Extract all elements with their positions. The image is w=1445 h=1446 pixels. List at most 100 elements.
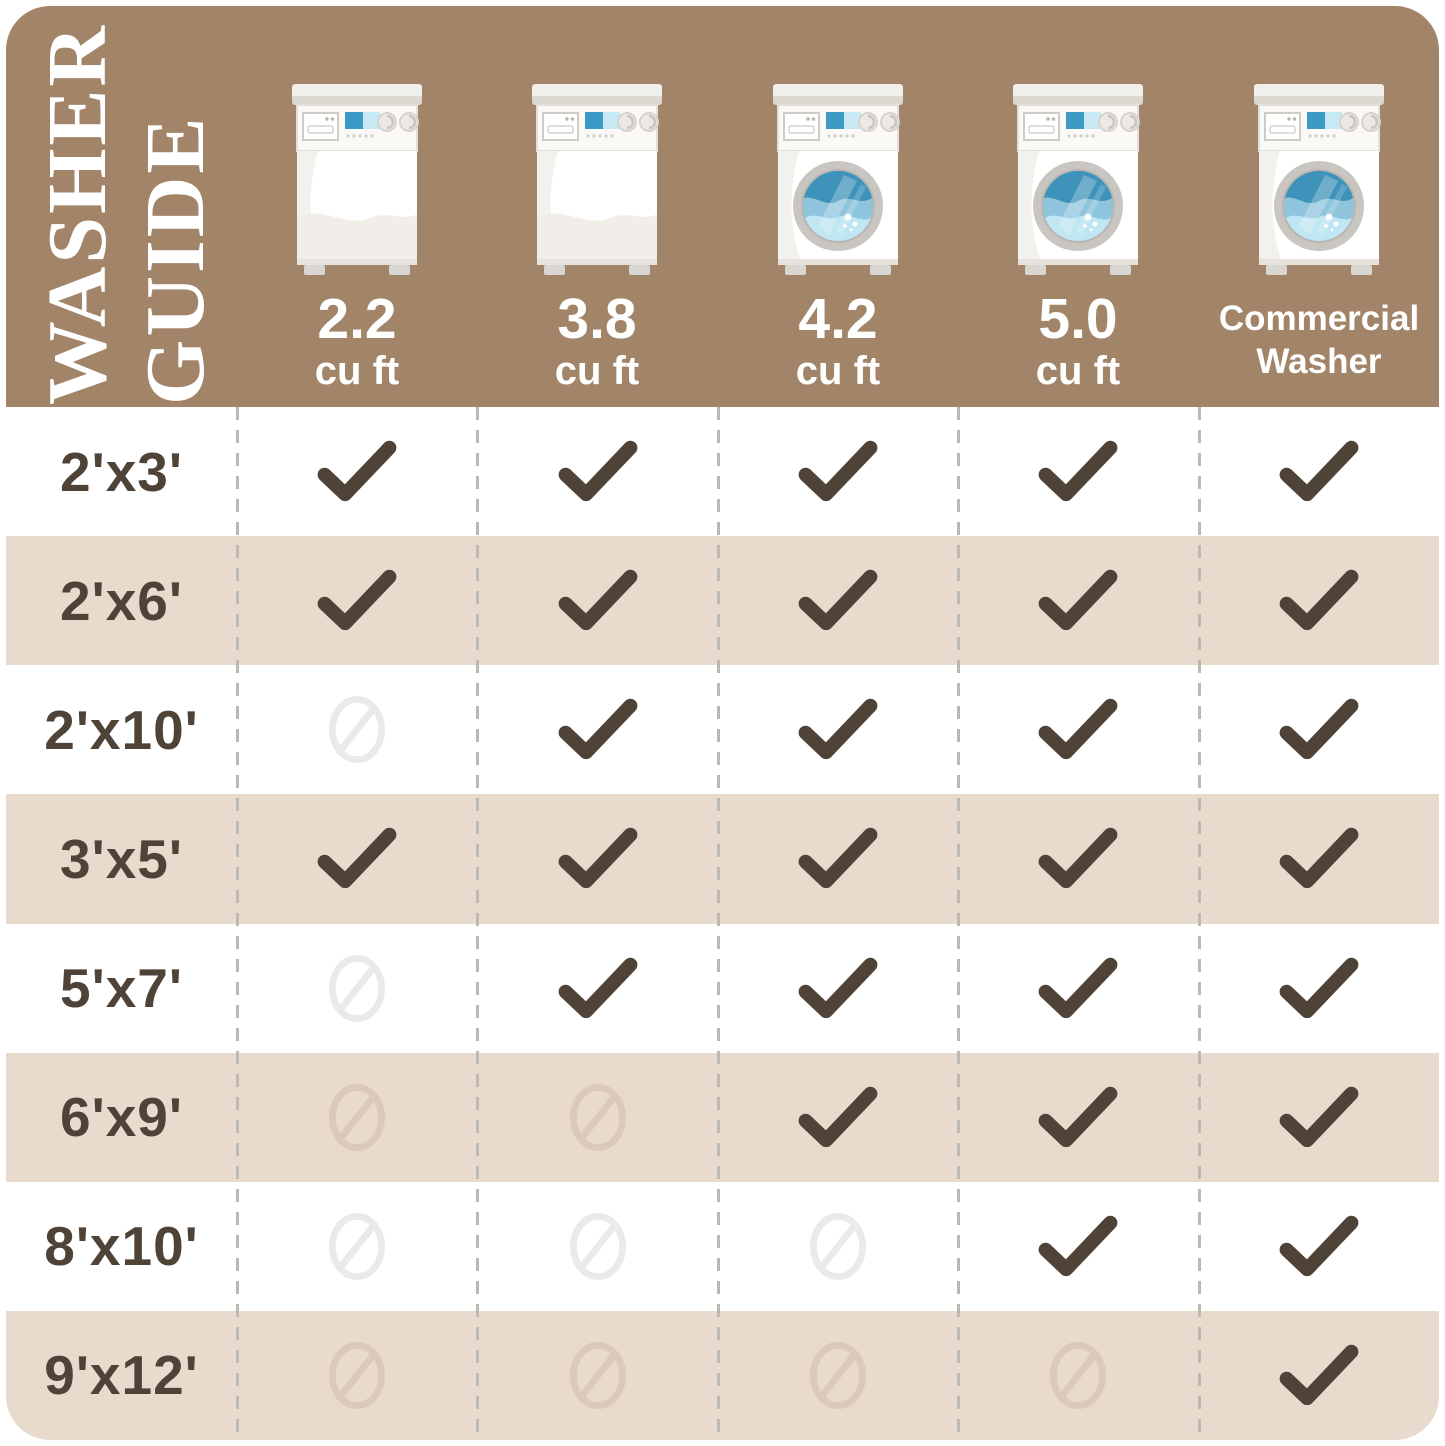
not-suitable-icon [809, 1341, 867, 1409]
cell [237, 665, 477, 794]
cell [718, 924, 958, 1053]
check-icon [798, 569, 878, 631]
rug-size-label: 2'x10' [44, 698, 199, 761]
cell [477, 1053, 717, 1182]
washer-column-header: 4.2 cu ft [718, 6, 958, 407]
not-suitable-icon [329, 954, 386, 1022]
washer-column-header: 3.8 cu ft [477, 6, 717, 407]
check-icon [1039, 440, 1118, 502]
table-body: 2'x3' 2'x6' 2'x10' [6, 407, 1439, 1440]
cell [958, 924, 1198, 1053]
cell [958, 665, 1198, 794]
column-label: 5.0 cu ft [1035, 290, 1121, 394]
check-icon [558, 699, 637, 760]
washer-unit: cu ft [314, 349, 400, 394]
check-icon [1279, 699, 1359, 760]
rug-size-cell: 3'x5' [6, 794, 237, 923]
check-icon [1039, 828, 1118, 889]
table-row: 6'x9' [6, 1052, 1439, 1182]
cell [1199, 665, 1439, 794]
rug-size-label: 3'x5' [60, 827, 183, 890]
check-icon [1279, 569, 1359, 631]
rug-size-label: 5'x7' [60, 957, 183, 1020]
cell [718, 407, 958, 536]
check-icon [798, 440, 878, 502]
cell [477, 407, 717, 536]
rug-size-cell: 2'x10' [6, 665, 237, 794]
column-divider [1198, 407, 1201, 1440]
rug-size-label: 2'x3' [60, 440, 183, 503]
check-icon [1279, 1086, 1359, 1147]
table-row: 2'x10' [6, 665, 1439, 795]
washer-unit: cu ft [795, 349, 881, 394]
washer-size: 4.2 [798, 287, 878, 351]
cell [237, 924, 477, 1053]
cell [1199, 924, 1439, 1053]
washer-unit: cu ft [1035, 349, 1121, 394]
not-suitable-icon [569, 1083, 626, 1151]
check-icon [317, 440, 397, 502]
check-icon [1279, 957, 1359, 1018]
washer-column-header: Commercial Washer [1199, 6, 1439, 407]
check-icon [1039, 1086, 1118, 1147]
cell [718, 1182, 958, 1311]
check-icon [1039, 569, 1118, 631]
washer-guide-poster: WASHER GUIDE 2.2 cu ft 3.8 cu ft 4.2 cu … [6, 6, 1439, 1440]
not-suitable-icon [329, 696, 386, 764]
cell [237, 407, 477, 536]
washer-unit: cu ft [554, 349, 640, 394]
cell [1199, 407, 1439, 536]
cell [1199, 794, 1439, 923]
not-suitable-icon [569, 1212, 626, 1280]
column-label: 4.2 cu ft [795, 287, 881, 394]
title-line-guide: GUIDE [129, 114, 222, 405]
table-row: 9'x12' [6, 1310, 1439, 1440]
cell [477, 536, 717, 665]
cell [958, 1182, 1198, 1311]
table-row: 2'x6' [6, 536, 1439, 666]
cell [237, 1182, 477, 1311]
cell [1199, 1311, 1439, 1440]
cell [958, 794, 1198, 923]
column-divider [957, 407, 960, 1440]
cell [477, 924, 717, 1053]
cell [1199, 536, 1439, 665]
table-row: 2'x3' [6, 407, 1439, 537]
cell [237, 536, 477, 665]
column-divider [476, 407, 479, 1440]
check-icon [798, 699, 878, 760]
check-icon [558, 569, 637, 631]
check-icon [317, 569, 397, 631]
washer-column-header: 5.0 cu ft [958, 6, 1198, 407]
cell [237, 1311, 477, 1440]
table-row: 8'x10' [6, 1181, 1439, 1311]
cell [718, 794, 958, 923]
cell [718, 1311, 958, 1440]
front-load-washer-icon [1011, 76, 1145, 282]
check-icon [798, 1086, 878, 1147]
header: WASHER GUIDE 2.2 cu ft 3.8 cu ft 4.2 cu … [6, 6, 1439, 407]
check-icon [317, 828, 397, 889]
top-load-washer-icon [530, 76, 664, 282]
rug-size-cell: 6'x9' [6, 1053, 237, 1182]
cell [237, 794, 477, 923]
washer-size: 2.2 [317, 287, 397, 351]
rug-size-cell: 2'x3' [6, 407, 237, 536]
cell [477, 1182, 717, 1311]
washer-label-line2: Washer [1256, 341, 1382, 381]
top-load-washer-icon [290, 76, 424, 282]
cell [958, 536, 1198, 665]
check-icon [1279, 1215, 1359, 1276]
check-icon [798, 828, 878, 889]
rug-size-cell: 5'x7' [6, 924, 237, 1053]
check-icon [558, 828, 637, 889]
cell [958, 407, 1198, 536]
cell [958, 1053, 1198, 1182]
cell [477, 794, 717, 923]
cell [718, 665, 958, 794]
front-load-washer-icon [771, 76, 905, 282]
not-suitable-icon [1050, 1341, 1107, 1409]
rug-size-cell: 8'x10' [6, 1182, 237, 1311]
column-label: 3.8 cu ft [554, 290, 640, 394]
rug-size-label: 6'x9' [60, 1086, 183, 1149]
